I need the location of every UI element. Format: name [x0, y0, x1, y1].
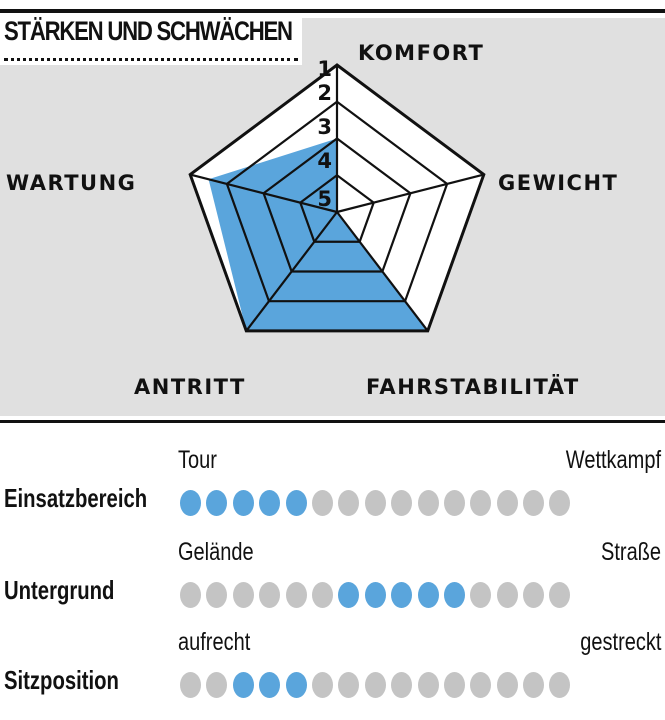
rating-dot-active	[443, 582, 465, 608]
page-title: STÄRKEN UND SCHWÄCHEN	[4, 16, 293, 46]
rating-dot	[523, 582, 545, 608]
rating-dot	[259, 582, 281, 608]
rating-dot	[470, 582, 492, 608]
rating-dot	[364, 672, 386, 698]
title-underline	[4, 58, 298, 61]
rating-dot-active	[232, 672, 254, 698]
rating-dot	[206, 582, 228, 608]
rating-dot	[496, 490, 518, 516]
rating-dot	[496, 582, 518, 608]
axis-label-wartung: WARTUNG	[6, 171, 136, 195]
scale-label-5: 5	[317, 187, 332, 211]
rating-dot	[206, 672, 228, 698]
rating-dot	[180, 582, 201, 608]
axis-label-fahrstabilität: FAHRSTABILITÄT	[366, 374, 580, 399]
rating-dot	[443, 490, 465, 516]
rating-dot-active	[391, 582, 413, 608]
rating-dot	[443, 672, 465, 698]
rating-dot	[523, 672, 545, 698]
dot-row	[180, 582, 571, 608]
scale-label-1: 1	[317, 57, 332, 81]
scale-low-label: Tour	[178, 446, 217, 474]
axis-label-antritt: ANTRITT	[134, 375, 246, 399]
rating-dot	[364, 490, 386, 516]
scale-low-label: Gelände	[178, 538, 254, 566]
rating-dot	[417, 490, 439, 516]
rating-scale-untergrund: Gelände Straße Untergrund	[0, 538, 665, 628]
rating-dot	[232, 582, 254, 608]
rating-scale-einsatzbereich: Tour Wettkampf Einsatzbereich	[0, 446, 665, 536]
top-rule	[0, 9, 665, 13]
scale-high-label: Wettkampf	[565, 446, 661, 474]
radar-spoke	[245, 211, 338, 332]
scale-label-2: 2	[317, 81, 332, 105]
rating-dot-active	[285, 672, 307, 698]
rating-dot-active	[180, 490, 201, 516]
radar-spoke	[336, 173, 485, 214]
rating-dot	[338, 672, 360, 698]
radar-ring-1	[188, 63, 486, 333]
scale-label: Sitzposition	[4, 665, 119, 695]
rating-dot	[470, 672, 492, 698]
rating-dot-active	[364, 582, 386, 608]
rating-dot	[496, 672, 518, 698]
axis-label-komfort: KOMFORT	[358, 41, 484, 65]
rating-dot	[417, 672, 439, 698]
rating-scale-sitzposition: aufrecht gestreckt Sitzposition	[0, 628, 665, 718]
rating-dot	[338, 490, 360, 516]
rating-dot-active	[338, 582, 360, 608]
rating-dot-active	[285, 490, 307, 516]
rating-dot-active	[417, 582, 439, 608]
rating-dot	[180, 672, 201, 698]
rating-dot	[549, 490, 571, 516]
radar-chart: 12 3 4 5 KOMFORT GEWICHT FAHRSTABILITÄT ANTRITT…	[6, 41, 618, 399]
scale-high-label: Straße	[600, 538, 661, 566]
rating-dot-active	[259, 490, 281, 516]
rating-dot	[285, 582, 307, 608]
scale-label: Einsatzbereich	[4, 483, 148, 513]
rating-dot-active	[259, 672, 281, 698]
scale-label: Untergrund	[4, 575, 115, 605]
rating-dot	[549, 672, 571, 698]
title-box	[0, 13, 302, 65]
section-divider	[0, 420, 665, 423]
rating-dot-active	[206, 490, 228, 516]
radar-spoke	[189, 173, 338, 214]
rating-dot	[391, 672, 413, 698]
rating-dot-active	[232, 490, 254, 516]
rating-dot	[470, 490, 492, 516]
rating-dot	[523, 490, 545, 516]
radar-ring-4	[298, 173, 376, 243]
scale-label-4: 4	[317, 149, 332, 173]
dot-row	[180, 672, 571, 698]
rating-dot	[311, 582, 333, 608]
rating-dot	[311, 672, 333, 698]
rating-dot	[391, 490, 413, 516]
scale-low-label: aufrecht	[178, 628, 251, 656]
radar-ring-3	[262, 137, 412, 273]
dot-row	[180, 490, 571, 516]
rating-dot	[311, 490, 333, 516]
axis-label-gewicht: GEWICHT	[498, 171, 618, 195]
scale-high-label: gestreckt	[579, 628, 661, 656]
rating-dot	[549, 582, 571, 608]
scale-label-3: 3	[317, 115, 332, 139]
radar-spoke	[336, 211, 429, 332]
radar-ring-2	[225, 100, 449, 303]
